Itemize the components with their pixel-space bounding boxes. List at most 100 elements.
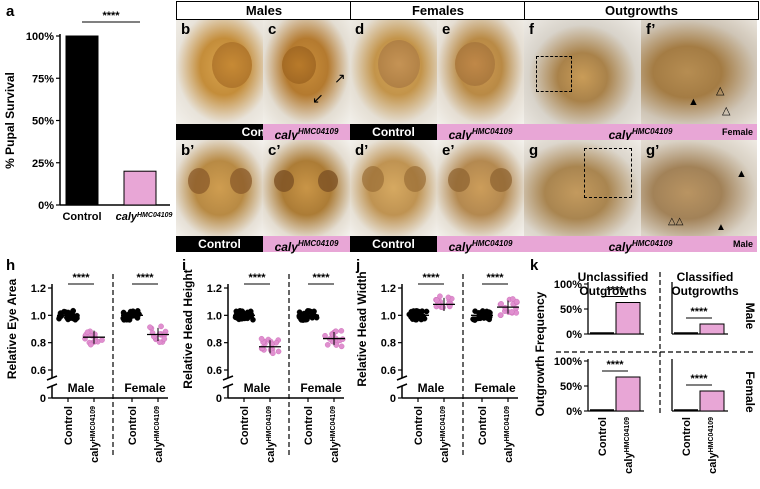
data-point [236,313,242,320]
data-point [265,336,272,343]
data-point [331,329,337,336]
data-point [128,309,135,316]
photo-f [524,20,641,124]
data-point [414,308,420,314]
photo-f2 [641,20,757,124]
significance-label: **** [136,272,154,284]
x-tick-label: Control [681,417,693,456]
data-point [131,311,137,318]
data-point [123,314,129,320]
panel-label-b: b [181,21,191,38]
data-point [501,308,508,314]
data-point [479,312,486,318]
label-caly-g: calyHMC04109 Male [524,236,757,254]
data-point [260,339,266,345]
axis-break [222,375,234,381]
data-point [447,300,454,307]
data-point [445,301,452,307]
data-point [483,308,490,315]
data-point [338,343,345,350]
y-tick-label: 0.8 [31,338,46,350]
data-point [237,307,243,314]
data-point [238,315,245,322]
data-point [246,310,253,317]
data-point [269,341,275,348]
x-tick-label: calyHMC04109 [153,406,165,463]
y-tick-label: 0.8 [207,338,222,350]
data-point [239,309,246,315]
data-point [324,342,331,348]
data-point [74,315,80,321]
bar [615,302,641,335]
data-point [446,303,453,310]
data-point [84,329,91,336]
eye-d2-right [404,166,426,192]
data-point [303,311,310,317]
eye-c2-right [318,170,338,192]
data-point [70,308,76,314]
data-point [313,313,320,320]
panel-label-h: h [6,257,16,274]
data-point [72,316,79,323]
significance-label: **** [486,272,504,284]
x-tick-label: Control [303,406,315,445]
data-point [419,308,425,314]
data-point [243,313,250,320]
panel-label-g2: g’ [646,142,660,159]
data-point [91,338,98,344]
x-tick-label: Control [413,406,425,445]
data-point [234,315,240,321]
arrowhead-icon: ▲ [716,222,726,233]
data-point [476,310,482,316]
x-tick-label: Control [477,406,489,445]
y-axis-label: Relative Head Width [355,271,369,386]
data-point [131,311,138,318]
data-point [83,332,89,339]
data-point [235,308,242,315]
row-label: Male [743,303,757,330]
data-point [484,315,491,321]
data-point [237,310,244,317]
y-tick-label: 0 [390,393,396,405]
chart-a: 0% 25% 50% 75% 100% % Pupal Survival Control ca… [3,10,173,223]
bar [699,390,725,412]
group-label: Female [124,381,166,395]
x-tick-label: calyHMC04109 [116,211,173,223]
data-point [152,335,159,342]
panel-label-a: a [6,3,15,20]
data-point [303,312,309,318]
data-point [408,314,414,320]
data-point [333,335,339,342]
eye-b2-left [188,168,210,194]
y-tick-label: 0% [38,200,54,212]
data-point [121,311,128,317]
data-point [267,347,274,353]
data-point [475,315,481,322]
data-point [438,302,445,309]
x-tick-label: Control [62,211,101,223]
data-point [508,309,515,315]
data-point [299,314,306,320]
data-point [309,314,316,321]
significance-label: **** [422,272,440,284]
data-point [148,325,155,332]
data-point [497,312,504,319]
significance-label: **** [690,306,708,318]
data-point [497,312,504,318]
significance-label: **** [690,373,708,385]
y-tick-label: 0% [566,329,582,341]
row-label: Female [743,371,757,413]
significance-label: **** [248,272,266,284]
data-point [433,297,440,303]
data-point [484,312,490,319]
data-point [248,311,255,318]
data-point [233,311,240,318]
data-point [87,341,94,348]
y-tick-label: 0.6 [207,365,222,377]
bar [65,35,99,206]
data-point [334,338,341,344]
panel-label-i: i [182,257,187,274]
data-point [74,312,80,319]
data-point [329,331,335,337]
data-point [259,345,266,351]
